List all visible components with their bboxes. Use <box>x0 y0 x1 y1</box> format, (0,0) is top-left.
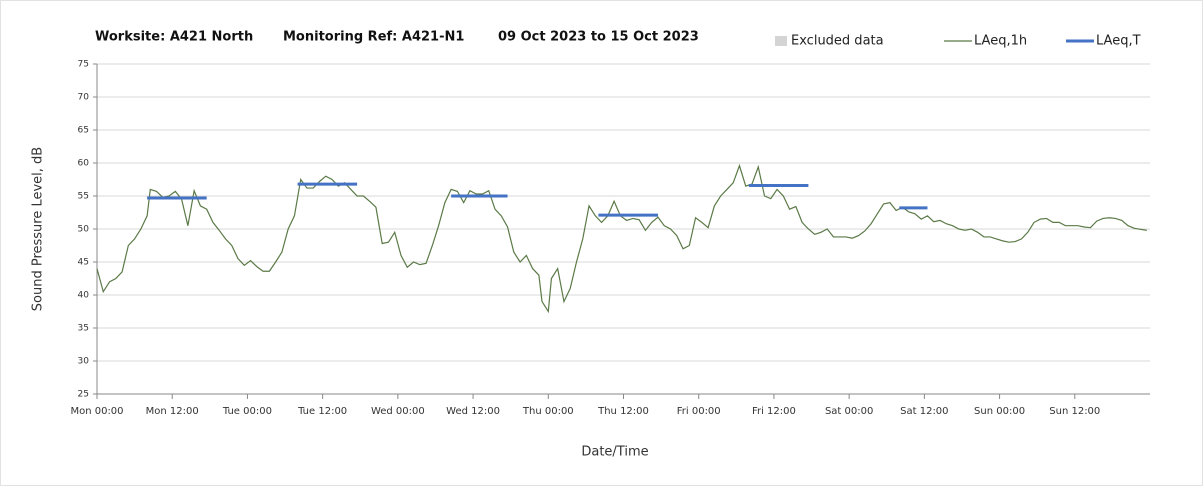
x-tick-label: Wed 12:00 <box>446 406 500 417</box>
series-line <box>96 163 1147 314</box>
title-dates: 09 Oct 2023 to 15 Oct 2023 <box>498 30 699 45</box>
y-tick-label: 40 <box>78 291 90 301</box>
y-axis-title: Sound Pressure Level, dB <box>31 147 46 311</box>
y-tick-label: 25 <box>78 390 89 400</box>
x-tick-label: Thu 12:00 <box>597 406 649 417</box>
legend-label: LAeq,T <box>1096 34 1141 49</box>
y-tick-label: 70 <box>78 93 90 103</box>
x-tick-label: Mon 12:00 <box>146 406 199 417</box>
legend-swatch <box>775 36 787 46</box>
title-reference: Monitoring Ref: A421-N1 <box>283 30 464 45</box>
x-tick-label: Mon 00:00 <box>70 406 123 417</box>
x-tick-label: Thu 00:00 <box>522 406 574 417</box>
legend-label: LAeq,1h <box>974 34 1027 49</box>
x-tick-label: Fri 12:00 <box>752 406 796 417</box>
y-tick-label: 65 <box>78 126 89 136</box>
title-worksite: Worksite: A421 North <box>95 30 253 45</box>
x-tick-label: Fri 00:00 <box>677 406 721 417</box>
x-tick-label: Sat 00:00 <box>825 406 873 417</box>
y-tick-label: 50 <box>78 225 90 235</box>
y-tick-label: 45 <box>78 258 89 268</box>
legend-label: Excluded data <box>791 34 884 49</box>
y-tick-label: 75 <box>78 60 89 70</box>
y-tick-label: 60 <box>78 159 90 169</box>
x-tick-label: Sun 12:00 <box>1049 406 1100 417</box>
x-tick-label: Tue 00:00 <box>222 406 272 417</box>
x-tick-label: Sun 00:00 <box>974 406 1025 417</box>
x-tick-label: Sat 12:00 <box>900 406 948 417</box>
y-tick-label: 30 <box>78 357 90 367</box>
y-tick-label: 35 <box>78 324 89 334</box>
y-tick-label: 55 <box>78 192 89 202</box>
x-tick-label: Wed 00:00 <box>371 406 425 417</box>
x-axis-title: Date/Time <box>581 445 648 460</box>
x-tick-label: Tue 12:00 <box>297 406 347 417</box>
